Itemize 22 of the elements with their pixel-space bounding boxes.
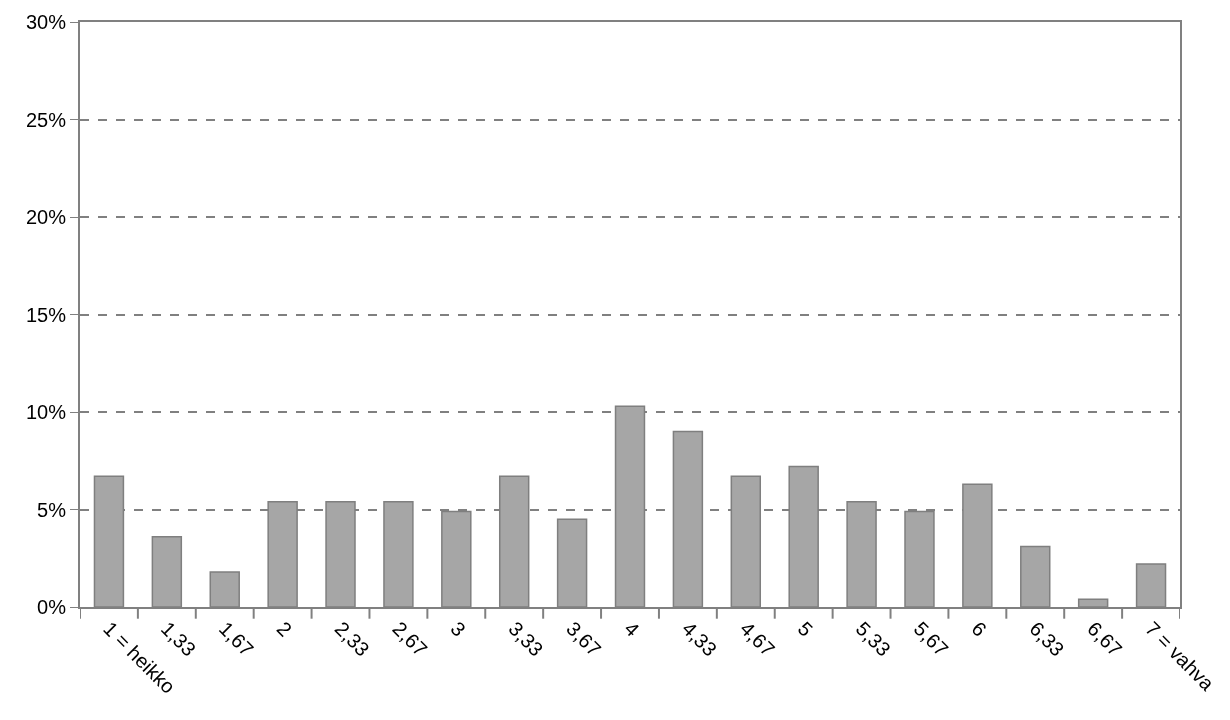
x-tick-label: 2 [272,617,297,641]
y-tick-label: 30% [25,11,67,33]
y-tick-label: 10% [25,401,67,423]
x-tick-label: 3 [446,617,470,641]
y-tick-label: 0% [37,596,67,618]
x-tick-label: 2,33 [330,617,374,661]
x-tick-label: 4 [620,617,644,641]
x-tick-label: 5,67 [909,617,953,661]
x-tick-label: 5 [793,617,818,641]
x-tick-label: 3,33 [504,617,548,661]
x-tick-label: 3,67 [562,617,606,661]
y-tick-label: 15% [25,303,67,326]
y-tick-label: 5% [37,498,67,521]
x-tick-label: 4,67 [735,617,779,661]
x-tick-label: 6,33 [1025,617,1069,661]
x-tick-label: 6,67 [1083,617,1127,661]
y-tick-label: 25% [25,108,67,131]
x-tick-label: 2,67 [388,617,432,661]
x-tick-label: 4,33 [677,617,722,661]
y-tick-label: 20% [25,206,67,228]
x-tick-label: 6 [967,617,991,641]
x-tick-label: 1,67 [214,617,258,661]
